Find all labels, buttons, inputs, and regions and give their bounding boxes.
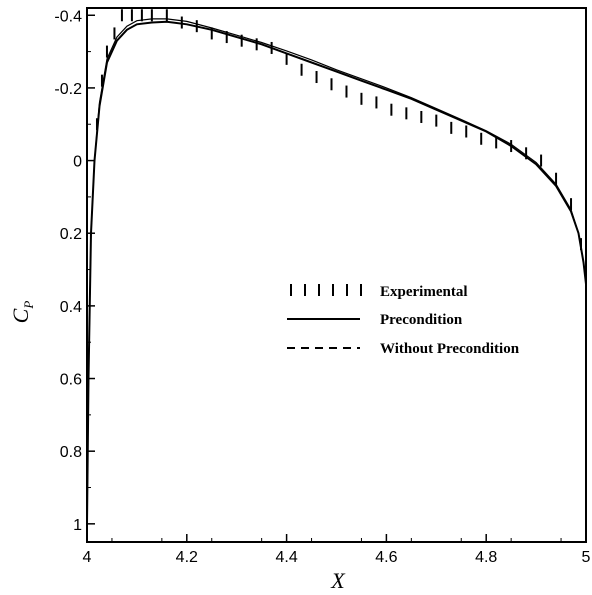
plot-frame [86,7,587,543]
y-tick-label: 0.8 [60,444,82,461]
y-tick-label: -0.4 [54,8,82,25]
y-tick-label: -0.2 [54,81,82,98]
x-tick-label: 5 [582,549,591,566]
series-layer [86,9,587,524]
x-tick-label: 4.8 [475,549,497,566]
y-tick-label: 0.6 [60,372,82,389]
series-line-without-precondition [86,18,587,524]
legend-label-precondition: Precondition [380,312,463,328]
legend: Experimental Precondition Without Precon… [287,284,520,357]
x-tick-label: 4.4 [275,549,297,566]
series-line-precondition [86,20,587,524]
y-tick-label: 1 [73,517,82,534]
x-tick-label: 4 [83,549,92,566]
x-ticks: 4 4.2 4.4 4.6 4.8 5 [83,534,591,566]
legend-item-experimental: Experimental [290,284,468,300]
y-tick-label: 0.4 [60,299,82,316]
series-experimental [95,9,583,251]
y-axis-title-main: C [8,308,33,323]
svg-text:CP: CP [8,301,36,324]
x-tick-label: 4.2 [176,549,198,566]
y-tick-label: 0 [73,154,82,171]
x-tick-label: 4.6 [375,549,397,566]
legend-item-without-precondition: Without Precondition [287,341,520,357]
y-axis-title-sub: P [21,301,36,310]
legend-label-experimental: Experimental [380,284,468,300]
y-tick-label: 0.2 [60,226,82,243]
legend-label-without-precondition: Without Precondition [380,341,520,357]
legend-item-precondition: Precondition [287,312,463,328]
y-ticks: -0.4 -0.2 0 0.2 0.4 0.6 0.8 1 [54,8,95,534]
x-axis-title: X [330,568,346,593]
y-axis-title: CP [8,301,36,324]
